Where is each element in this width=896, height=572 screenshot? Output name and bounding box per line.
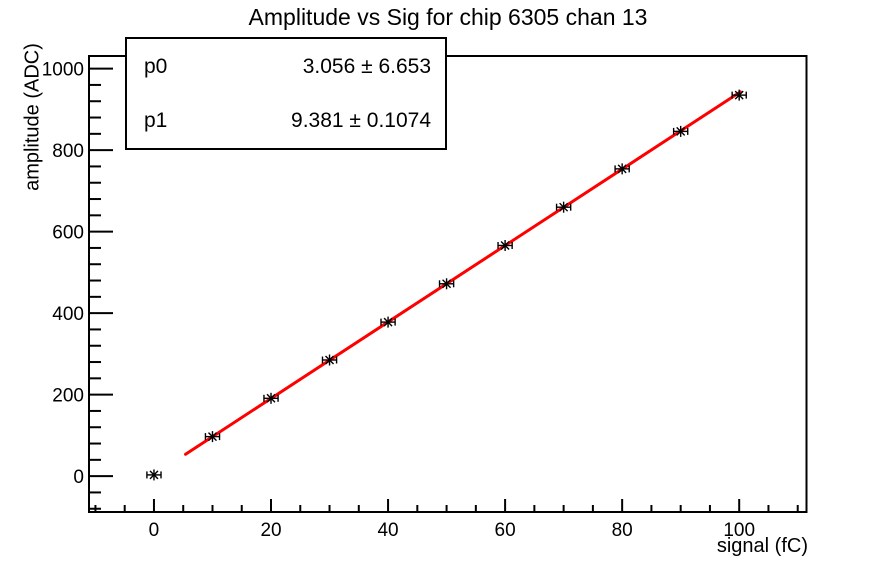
data-point-marker [204,431,221,443]
data-point-marker [438,278,455,290]
y-axis-title: amplitude (ADC) [21,43,44,191]
fit-stats-box: p0 3.056 ± 6.653 p1 9.381 ± 0.1074 [125,37,447,150]
marker-stroke [676,126,686,136]
data-point-marker [263,392,279,404]
marker-stroke [325,355,335,365]
data-point-marker [380,316,396,328]
data-point-marker [672,125,689,137]
marker-stroke [500,240,510,250]
data-point-marker [614,163,630,175]
x-axis-title: signal (fC) [716,535,808,557]
x-tick-label: 60 [495,520,516,541]
x-tick-label: 40 [377,520,398,541]
data-point-marker [497,239,513,251]
data-point-marker [146,469,162,481]
fit-line [184,90,742,456]
marker-stroke [149,470,159,480]
y-tick-label: 400 [52,304,84,325]
stat-row-p1: p1 9.381 ± 0.1074 [127,110,445,131]
x-tick-label: 100 [723,520,755,541]
y-tick-label: 800 [52,141,84,162]
y-tick-label: 1000 [42,60,84,81]
marker-stroke [266,393,276,403]
marker-stroke [617,164,627,174]
stat-param-value: 9.381 ± 0.1074 [291,109,431,133]
marker-stroke [559,202,569,212]
marker-stroke [383,317,393,327]
chart-title: Amplitude vs Sig for chip 6305 chan 13 [248,4,648,30]
stat-param-name: p1 [144,109,168,133]
data-point-marker [555,201,572,213]
stat-param-name: p0 [144,54,168,78]
y-tick-label: 600 [52,223,84,244]
plot-frame [88,55,808,513]
y-tick-label: 200 [52,386,84,407]
stat-row-p0: p0 3.056 ± 6.653 [127,56,445,77]
marker-stroke [734,90,744,100]
data-point-marker [731,89,747,101]
y-tick-label: 0 [73,467,84,488]
stat-param-value: 3.056 ± 6.653 [302,54,431,78]
x-tick-label: 80 [612,520,633,541]
marker-stroke [207,432,217,442]
marker-stroke [442,279,452,289]
x-tick-label: 20 [260,520,281,541]
x-tick-label: 0 [149,520,160,541]
data-point-marker [321,354,338,366]
